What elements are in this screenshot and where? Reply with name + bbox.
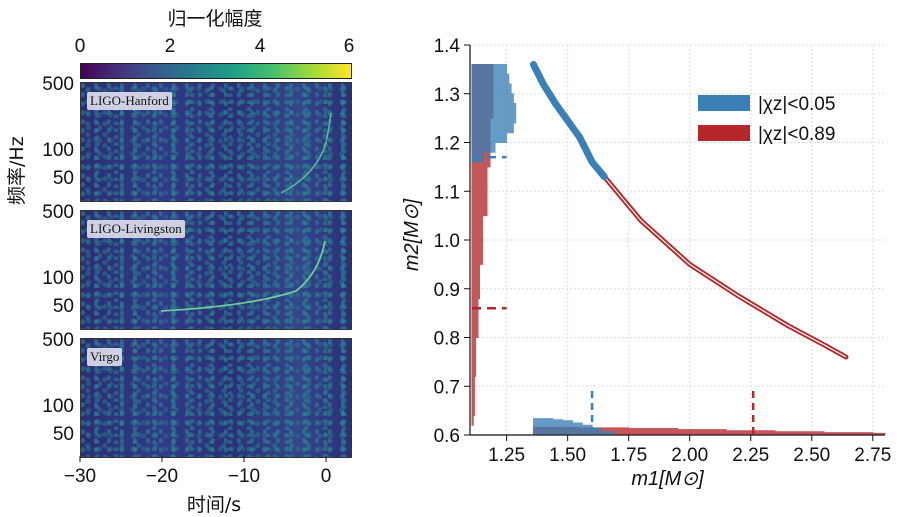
colorbar-title: 归一化幅度 xyxy=(167,8,263,30)
spectrogram-panel-livingston: LIGO-Livingston xyxy=(80,210,352,330)
x-tick-label: 1.50 xyxy=(549,445,586,466)
y-tick-label: 0.7 xyxy=(434,377,460,398)
y-tick-label: 1.4 xyxy=(434,36,461,57)
spectrogram-panel-virgo: Virgo xyxy=(80,338,352,458)
spectrogram-panel-hanford: LIGO-Hanford xyxy=(80,82,352,202)
y-tick-label: 100 xyxy=(42,268,74,289)
y-tick-label: 1.1 xyxy=(434,182,460,203)
x-tick-label: −10 xyxy=(227,466,261,487)
y-tick-label: 0.8 xyxy=(434,329,460,350)
y-tick-label: 1.3 xyxy=(434,85,460,106)
y-tick-label: 0.9 xyxy=(434,280,460,301)
colorbar xyxy=(80,63,352,79)
y-tick-label: 1.0 xyxy=(434,231,460,252)
x-tick-label: −30 xyxy=(63,466,97,487)
x-tick-label: 1.75 xyxy=(610,445,647,466)
x-axis-label: m1[M⊙] xyxy=(631,468,704,490)
legend-label-red: |χz|<0.89 xyxy=(758,124,835,145)
y-tick-label: 1.2 xyxy=(434,134,460,155)
legend-swatch-blue xyxy=(698,95,750,111)
colorbar-tick: 0 xyxy=(74,36,86,57)
y-tick-label: 500 xyxy=(42,74,74,95)
y-tick-label: 50 xyxy=(52,296,74,317)
x-tick-label: 2.25 xyxy=(732,445,769,466)
time-axis-label: 时间/s xyxy=(186,494,242,516)
spectrogram-x-axis xyxy=(79,456,327,462)
posterior-curve-red xyxy=(601,174,849,360)
y-tick-label: 500 xyxy=(42,202,74,223)
legend-swatch-red xyxy=(698,125,750,141)
y-tick-label: 100 xyxy=(42,140,74,161)
y-tick-label: 500 xyxy=(42,330,74,351)
panel-label: Virgo xyxy=(87,348,123,366)
colorbar-tick: 4 xyxy=(254,36,266,57)
y-tick-label: 100 xyxy=(42,396,74,417)
colorbar-tick: 2 xyxy=(164,36,176,57)
posterior-curve-red-core xyxy=(603,176,847,358)
x-tick-label: 0 xyxy=(320,466,332,487)
y-tick-label: 50 xyxy=(52,168,74,189)
posterior-curve-blue xyxy=(529,61,608,181)
x-tick-label: 2.50 xyxy=(793,445,830,466)
m1-marginal-blue xyxy=(532,418,615,435)
mass-posterior-chart: 1.25 1.50 1.75 2.00 2.25 2.50 2.75 0.6 0.7 0.8 0.9… xyxy=(401,36,891,490)
x-tick-label: 1.25 xyxy=(488,445,525,466)
y-tick-label: 50 xyxy=(52,424,74,445)
legend-label-blue: |χz|<0.05 xyxy=(758,94,835,115)
x-tick-label: 2.75 xyxy=(854,445,891,466)
y-axis-label: m2[M⊙] xyxy=(401,198,423,271)
x-tick-label: −20 xyxy=(145,466,179,487)
panel-label: LIGO-Livingston xyxy=(87,220,185,238)
m2-marginal-blue xyxy=(471,64,517,163)
colorbar-tick: 6 xyxy=(343,36,355,57)
frequency-axis-label: 频率/Hz xyxy=(6,136,28,205)
panel-label: LIGO-Hanford xyxy=(87,92,172,110)
chirp-track xyxy=(280,112,332,194)
x-tick-label: 2.00 xyxy=(671,445,708,466)
y-tick-label: 0.6 xyxy=(434,426,460,447)
chirp-track xyxy=(160,240,326,312)
